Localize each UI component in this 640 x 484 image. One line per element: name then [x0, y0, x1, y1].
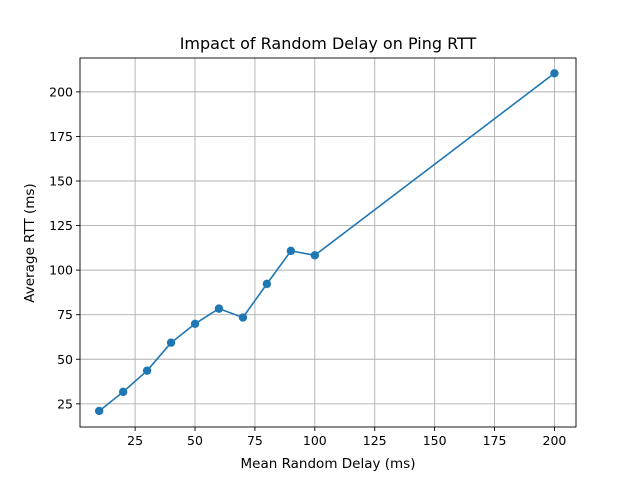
- y-axis-label: Average RTT (ms): [22, 183, 38, 302]
- y-tick-label: 175: [49, 129, 73, 144]
- x-tick-label: 200: [543, 433, 567, 448]
- y-tick-label: 100: [49, 263, 73, 278]
- y-tick-label: 200: [49, 84, 73, 99]
- x-tick-label: 125: [363, 433, 387, 448]
- x-tick-label: 75: [247, 433, 263, 448]
- grid-lines: [80, 58, 576, 427]
- y-tick-label: 25: [57, 396, 73, 411]
- chart-title: Impact of Random Delay on Ping RTT: [180, 34, 477, 53]
- x-axis-label: Mean Random Delay (ms): [241, 456, 416, 472]
- data-point: [310, 251, 320, 260]
- x-tick-label: 150: [423, 433, 447, 448]
- data-point: [142, 366, 152, 375]
- data-point: [118, 387, 128, 397]
- x-tick-label: 50: [187, 433, 203, 448]
- data-point: [166, 338, 176, 347]
- y-tick-label: 75: [57, 307, 73, 322]
- data-point: [190, 319, 200, 328]
- data-point: [214, 304, 224, 313]
- data-point: [286, 246, 296, 256]
- axes-frame: [79, 57, 577, 428]
- y-tick-label: 125: [49, 218, 73, 233]
- axis-ticks: 25 50 75 100 125 150 175 200 25 50 75 100 125 150 175 2…: [49, 84, 566, 448]
- series-layer: [94, 69, 559, 416]
- plot-frame: [79, 57, 577, 428]
- data-point: [550, 69, 559, 78]
- y-tick-label: 50: [57, 352, 73, 367]
- x-tick-label: 25: [127, 433, 143, 448]
- x-tick-label: 100: [303, 433, 327, 448]
- x-tick-label: 175: [483, 433, 507, 448]
- y-tick-label: 150: [49, 174, 73, 189]
- data-point: [238, 313, 248, 322]
- data-point: [262, 279, 272, 289]
- data-point: [94, 406, 104, 416]
